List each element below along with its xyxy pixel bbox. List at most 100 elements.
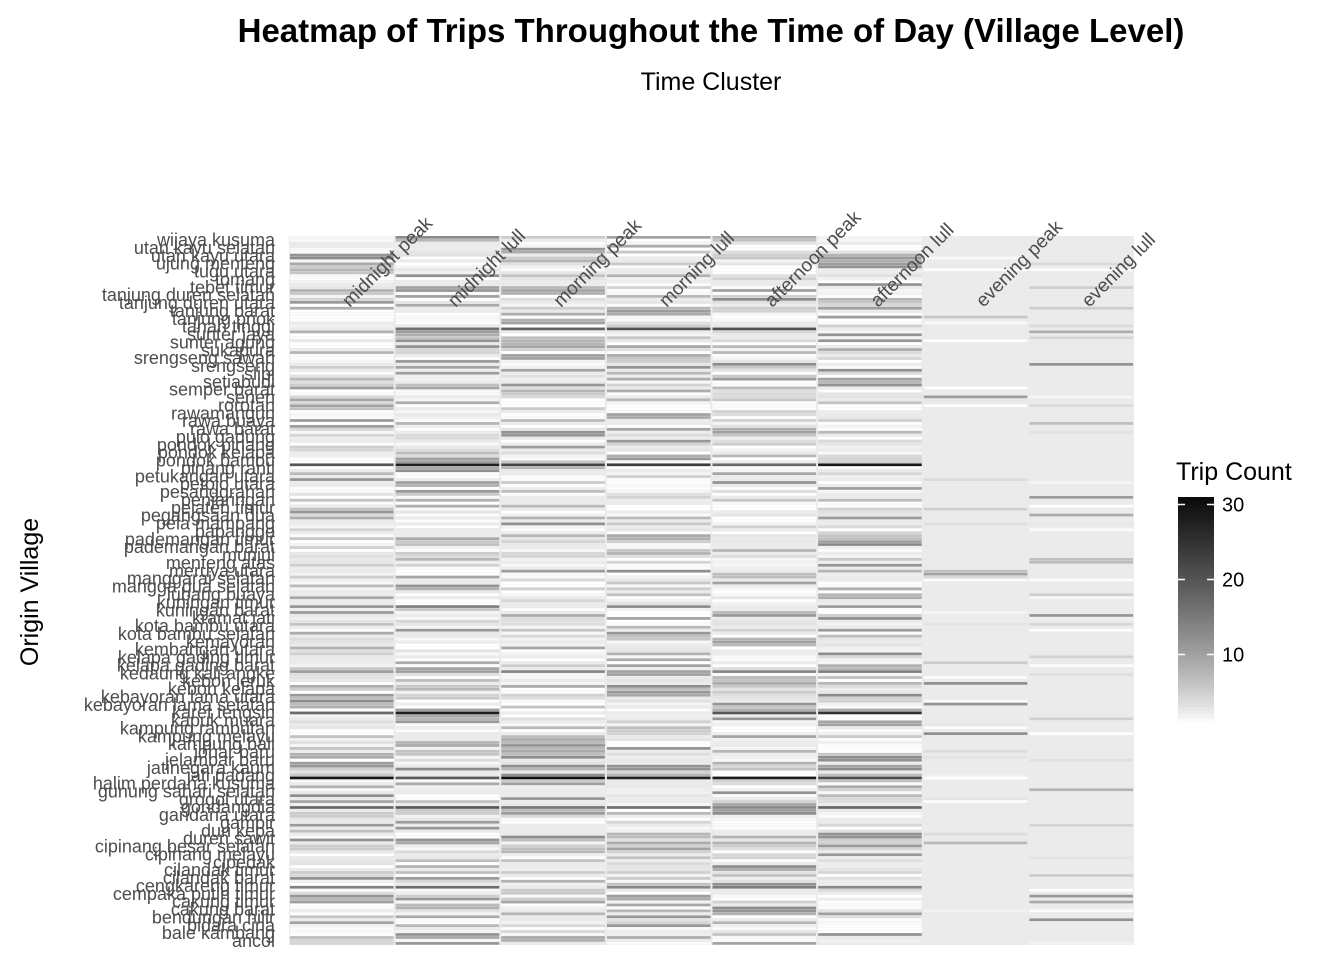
heatmap-cell [290, 667, 394, 670]
heatmap-cell [606, 241, 711, 245]
heatmap-cell [290, 419, 394, 422]
y-tick-label: lubang buaya [167, 585, 276, 605]
heatmap-cell [606, 599, 711, 603]
y-tick-label: kota bambu selatan [118, 624, 275, 644]
heatmap-cell [818, 711, 922, 715]
heatmap-cell [712, 286, 817, 289]
legend-gradient-step [1178, 617, 1214, 622]
heatmap-cell [818, 537, 922, 540]
heatmap-cell [606, 785, 711, 789]
legend-gradient-step [1178, 530, 1214, 536]
heatmap-cell [501, 566, 605, 570]
heatmap-cell [606, 608, 711, 611]
heatmap-cell [712, 271, 817, 275]
y-tick-label: kelapa gading timur [118, 648, 275, 668]
heatmap-cell [290, 815, 394, 818]
heatmap-cell [1029, 874, 1134, 877]
heatmap-cell [923, 569, 1028, 573]
heatmap-cell [501, 670, 605, 673]
heatmap-cell [290, 478, 394, 481]
heatmap-cell [395, 631, 500, 635]
heatmap-cell [818, 797, 922, 800]
heatmap-cell [606, 587, 711, 591]
y-tick-label: penjaringan [181, 490, 275, 510]
heatmap-cell [818, 882, 922, 886]
heatmap-cell [818, 563, 922, 567]
heatmap-cell [712, 422, 817, 425]
heatmap-cell [606, 407, 711, 410]
heatmap-cell [712, 241, 817, 245]
heatmap-cell [712, 865, 817, 868]
heatmap-cell [501, 256, 605, 260]
heatmap-cell [395, 856, 500, 860]
heatmap-cell [290, 877, 394, 880]
heatmap-cell [606, 575, 711, 579]
heatmap-cell [501, 927, 605, 930]
y-tick-label: cipinang besar selatan [95, 837, 275, 857]
heatmap-cell [818, 605, 922, 608]
heatmap-cell [712, 534, 817, 538]
y-tick-label: kedaung kali angke [120, 663, 275, 683]
heatmap-cell [712, 897, 817, 901]
heatmap-cell [395, 303, 500, 307]
heatmap-cell [395, 779, 500, 783]
heatmap-cell [1029, 560, 1134, 564]
heatmap-cell [606, 321, 711, 325]
legend-tick-label: 20 [1222, 570, 1244, 592]
heatmap-cell [501, 348, 605, 351]
heatmap-cell [1029, 481, 1134, 484]
heatmap-cell [818, 490, 922, 493]
y-tick-label: rorotan [218, 395, 275, 415]
heatmap-cell [606, 747, 711, 750]
heatmap-cell [606, 820, 711, 824]
heatmap-cell [395, 838, 500, 842]
heatmap-cell [395, 454, 500, 458]
heatmap-cell [606, 300, 711, 304]
heatmap-cell [818, 244, 922, 248]
heatmap-cell [818, 540, 922, 543]
heatmap-cell [606, 690, 711, 694]
y-tick-label: kuningan timur [157, 592, 275, 612]
heatmap-cell [818, 611, 922, 614]
heatmap-cell [501, 676, 605, 679]
heatmap-cell [290, 912, 394, 916]
heatmap-cell [395, 389, 500, 393]
heatmap-cell [818, 687, 922, 691]
heatmap-cell [606, 655, 711, 659]
legend-gradient-step [1178, 575, 1214, 581]
heatmap-cell [501, 383, 605, 387]
heatmap-cell [501, 286, 605, 289]
heatmap-cell [818, 572, 922, 576]
heatmap-cell [290, 779, 394, 783]
heatmap-cell [818, 841, 922, 845]
heatmap-cell [501, 354, 605, 357]
heatmap-cell [606, 891, 711, 895]
heatmap-cell [395, 862, 500, 865]
heatmap-cell [395, 755, 500, 759]
heatmap-cell [1029, 522, 1134, 526]
heatmap-cell [712, 882, 817, 886]
heatmap-cell [606, 791, 711, 795]
heatmap-cell [501, 357, 605, 360]
heatmap-cell [712, 841, 817, 845]
heatmap-cell [606, 729, 711, 733]
heatmap-cell [923, 909, 1028, 913]
heatmap-cell [395, 882, 500, 886]
heatmap-cell [712, 525, 817, 529]
heatmap-cell [606, 236, 711, 239]
heatmap-cell [501, 398, 605, 402]
heatmap-cell [712, 806, 817, 809]
heatmap-cell [712, 773, 817, 777]
heatmap-cell [395, 345, 500, 348]
heatmap-cell [818, 487, 922, 490]
heatmap-cell [712, 885, 817, 889]
heatmap-cell [395, 315, 500, 319]
heatmap-cell [290, 930, 394, 933]
heatmap-cell [290, 336, 394, 340]
heatmap-cell [606, 927, 711, 930]
legend-gradient-step [1178, 624, 1214, 629]
heatmap-cell [712, 732, 817, 735]
heatmap-cell [712, 587, 817, 591]
heatmap-cell [290, 265, 394, 269]
heatmap-cell [501, 844, 605, 848]
